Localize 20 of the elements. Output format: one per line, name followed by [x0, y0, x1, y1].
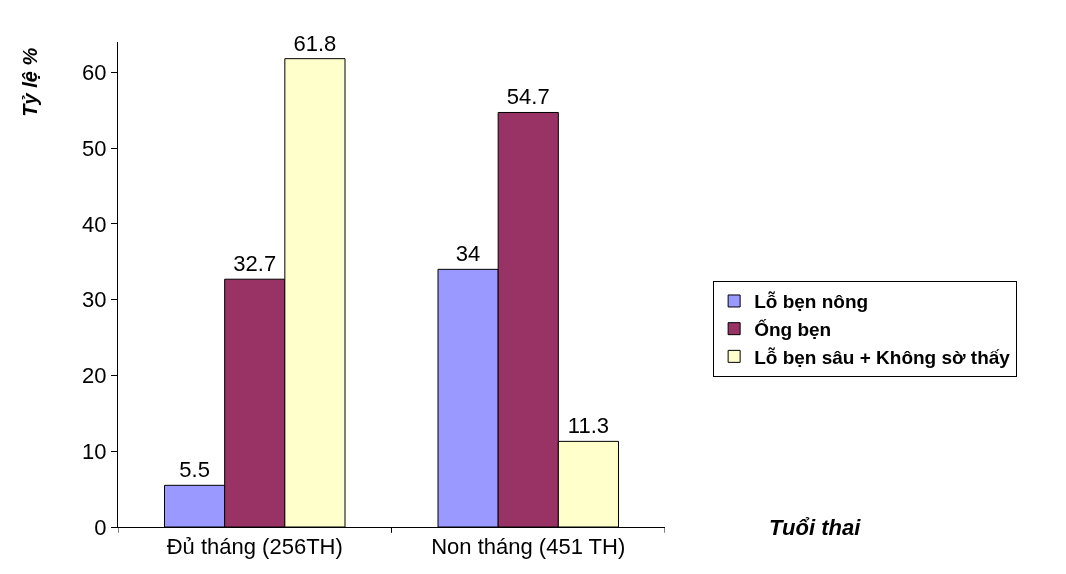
legend-label: Ống bẹn	[754, 319, 832, 341]
y-tick-label: 0	[94, 514, 107, 540]
y-tick-label: 30	[82, 287, 107, 313]
y-tick-label: 40	[82, 211, 107, 237]
y-tick-label: 20	[82, 363, 107, 389]
data-label: 32.7	[233, 251, 277, 277]
data-label: 61.8	[293, 30, 337, 56]
legend-label: Lỗ bẹn sâu + Không sờ thấy	[754, 346, 1011, 368]
y-tick-label: 50	[82, 135, 107, 161]
x-axis-title: Tuổi thai	[769, 515, 862, 540]
y-axis-title: Tỷ lệ %	[19, 47, 42, 117]
x-tick-label: Non tháng (451 TH)	[431, 534, 626, 560]
y-tick-label: 60	[82, 60, 107, 86]
data-label: 5.5	[179, 457, 210, 483]
data-label: 54.7	[506, 84, 550, 110]
y-tick-label: 10	[82, 438, 107, 464]
legend-label: Lỗ bẹn nông	[754, 291, 869, 313]
data-label: 11.3	[567, 413, 610, 439]
x-tick-label: Đủ tháng (256TH)	[166, 534, 343, 560]
data-label: 34	[455, 241, 481, 267]
